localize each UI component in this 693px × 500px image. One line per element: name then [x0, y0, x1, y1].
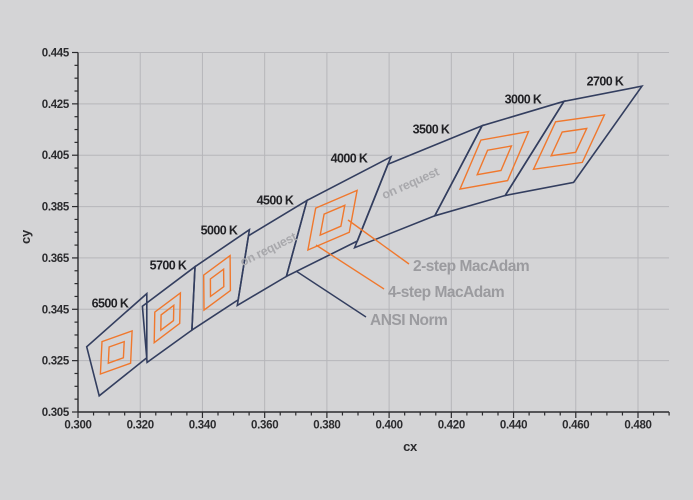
cct-label-3500-k: 3500 K: [413, 123, 450, 137]
y-tick-label: 0.325: [42, 356, 70, 368]
x-tick-label: 0.360: [251, 420, 278, 432]
cct-label-2700-k: 2700 K: [587, 75, 624, 89]
macadam-4-step-2700-k: [532, 114, 606, 171]
macadam-4-step-3000-k: [458, 130, 530, 191]
ansi-quad-5700-k: [141, 265, 196, 364]
legend-leader-2-step-macadam: [347, 219, 410, 265]
ansi-quadrangle-layer: 2700 K 3000 K 3500 K 4000 K 4500 K 5000 K 5700…: [85, 75, 644, 398]
x-axis-title: cx: [403, 439, 418, 454]
x-tick-label: 0.380: [313, 420, 340, 432]
y-tick-label: 0.365: [42, 253, 70, 265]
ansi-quad-3500-k: [353, 124, 484, 250]
x-tick-label: 0.300: [64, 420, 91, 432]
legend-label-4-step-macadam: 4-step MacAdam: [388, 284, 504, 301]
macadam-2-step-5700-k: [160, 303, 175, 332]
macadam-ellipse-layer: [99, 114, 606, 376]
macadam-4-step-6500-k: [99, 329, 133, 376]
legend-layer: 2-step MacAdam 4-step MacAdam ANSI Norm: [295, 219, 530, 329]
grid-layer: [78, 52, 669, 412]
y-tick-label: 0.305: [42, 407, 70, 419]
ansi-quad-4500-k: [236, 198, 309, 307]
tick-label-layer: 0.300 0.320 0.340 0.360 0.380 0.400 0.420 0.440…: [42, 48, 652, 432]
y-tick-label: 0.425: [42, 99, 70, 111]
macadam-2-step-6500-k: [107, 340, 125, 365]
legend-leader-4-step-macadam: [315, 244, 385, 290]
x-tick-label: 0.460: [562, 420, 589, 432]
y-axis-title: cy: [18, 229, 33, 244]
ansi-quad-6500-k: [85, 291, 148, 398]
cct-label-5000-k: 5000 K: [201, 224, 238, 238]
x-tick-label: 0.440: [500, 420, 527, 432]
x-tick-label: 0.420: [438, 420, 465, 432]
macadam-4-step-5700-k: [153, 291, 182, 345]
cct-label-5700-k: 5700 K: [150, 259, 187, 273]
legend-label-ansi-norm: ANSI Norm: [370, 312, 447, 329]
x-tick-label: 0.480: [624, 420, 651, 432]
x-tick-label: 0.320: [127, 420, 154, 432]
x-tick-label: 0.400: [375, 420, 402, 432]
cct-label-4500-k: 4500 K: [257, 194, 294, 208]
cct-label-6500-k: 6500 K: [92, 297, 129, 311]
y-tick-label: 0.385: [42, 202, 70, 214]
legend-label-2-step-macadam: 2-step MacAdam: [413, 258, 529, 275]
legend-leader-ansi-norm: [295, 270, 367, 318]
axes-layer: [72, 51, 670, 418]
macadam-2-step-3000-k: [476, 145, 513, 176]
y-tick-label: 0.405: [42, 150, 70, 162]
y-tick-label: 0.445: [42, 48, 70, 60]
cct-label-4000-k: 4000 K: [331, 152, 368, 166]
macadam-2-step-2700-k: [550, 127, 588, 157]
macadam-2-step-4000-k: [319, 204, 346, 237]
macadam-2-step-5000-k: [209, 267, 225, 298]
macadam-4-step-5000-k: [202, 254, 232, 312]
macadam-4-step-4000-k: [306, 189, 359, 252]
cct-label-3000-k: 3000 K: [505, 93, 542, 107]
y-tick-label: 0.345: [42, 304, 70, 316]
x-tick-label: 0.340: [189, 420, 216, 432]
